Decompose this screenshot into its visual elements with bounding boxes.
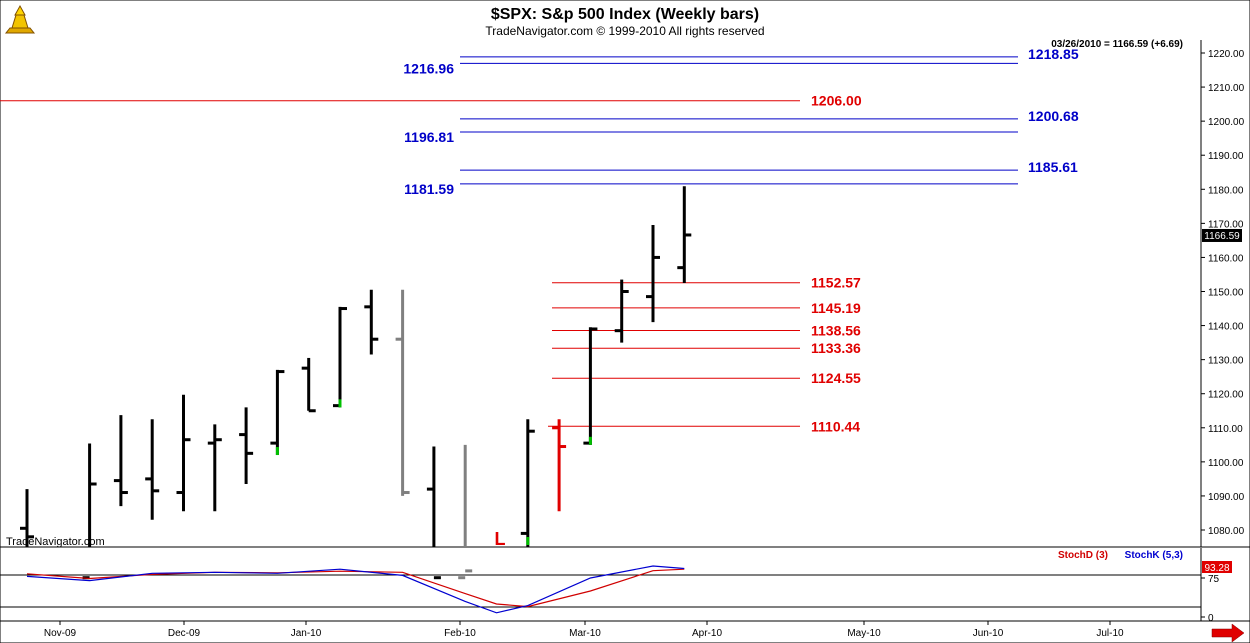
stoch-value-label: 93.28 bbox=[1204, 563, 1229, 574]
level-label: 1124.55 bbox=[811, 370, 861, 386]
price-tick-label: 1120.00 bbox=[1208, 390, 1244, 401]
price-tick-label: 1130.00 bbox=[1208, 356, 1244, 367]
low-marker-label: L bbox=[495, 529, 506, 549]
chart-title: $SPX: S&p 500 Index (Weekly bars) bbox=[491, 6, 759, 23]
level-label: 1206.00 bbox=[811, 93, 862, 109]
price-tick-label: 1180.00 bbox=[1208, 185, 1244, 196]
level-label: 1185.61 bbox=[1028, 159, 1078, 175]
price-tick-label: 1090.00 bbox=[1208, 492, 1245, 503]
current-price-label: 1166.59 bbox=[1204, 231, 1240, 242]
low-marker: L bbox=[495, 529, 506, 549]
date-tick-label: May-10 bbox=[847, 628, 881, 639]
price-tick-label: 1140.00 bbox=[1208, 322, 1244, 333]
price-tick-label: 1110.00 bbox=[1208, 424, 1243, 435]
tradenavigator-logo-icon[interactable] bbox=[4, 4, 36, 34]
stoch-tick-label: 75 bbox=[1208, 574, 1220, 585]
price-tick-label: 1100.00 bbox=[1208, 458, 1244, 469]
price-tick-label: 1080.00 bbox=[1208, 526, 1245, 537]
level-label: 1110.44 bbox=[811, 418, 860, 434]
stoch-tick-label: 0 bbox=[1208, 613, 1214, 624]
level-lines: 1218.85 1216.96 1206.00 1200.68 1196.81 1185.… bbox=[0, 46, 1079, 434]
level-label: 1138.56 bbox=[811, 322, 861, 338]
price-tick-label: 1200.00 bbox=[1208, 117, 1245, 128]
date-tick-label: Jan-10 bbox=[291, 628, 322, 639]
price-tick-label: 1210.00 bbox=[1208, 83, 1245, 94]
watermark-text: TradeNavigator.com bbox=[6, 536, 105, 548]
date-axis: Nov-09 Dec-09 Jan-10 Feb-10 Mar-10 Apr-10 May-… bbox=[44, 621, 1124, 639]
stochk-line bbox=[26, 565, 685, 614]
date-tick-label: Nov-09 bbox=[44, 628, 77, 639]
date-tick-label: Jul-10 bbox=[1096, 628, 1124, 639]
price-tick-label: 1170.00 bbox=[1208, 219, 1244, 230]
stochd-legend: StochD (3) bbox=[1058, 550, 1108, 561]
level-label: 1145.19 bbox=[811, 300, 861, 316]
date-tick-label: Jun-10 bbox=[973, 628, 1004, 639]
stoch-lines bbox=[26, 565, 685, 614]
level-label: 1181.59 bbox=[404, 181, 454, 197]
stochd-line bbox=[26, 568, 685, 608]
stoch-value-tag: 93.28 bbox=[1202, 561, 1232, 574]
ohlc-bars bbox=[20, 186, 692, 580]
date-tick-label: Apr-10 bbox=[692, 628, 722, 639]
date-tick-label: Feb-10 bbox=[444, 628, 476, 639]
price-tick-label: 1150.00 bbox=[1208, 288, 1244, 299]
current-price-tag: 1166.59 bbox=[1202, 228, 1242, 242]
stochk-legend: StochK (5,3) bbox=[1125, 550, 1183, 561]
scroll-right-arrow-icon[interactable] bbox=[1211, 623, 1245, 643]
level-label: 1200.68 bbox=[1028, 108, 1079, 124]
last-quote-text: 03/26/2010 = 1166.59 (+6.69) bbox=[1051, 39, 1183, 50]
copyright-text: TradeNavigator.com © 1999-2010 All right… bbox=[485, 24, 764, 38]
price-tick-label: 1220.00 bbox=[1208, 49, 1245, 60]
price-tick-label: 1160.00 bbox=[1208, 253, 1244, 264]
level-label: 1133.36 bbox=[811, 340, 861, 356]
price-tick-label: 1190.00 bbox=[1208, 151, 1244, 162]
level-label: 1196.81 bbox=[404, 129, 454, 145]
level-label: 1216.96 bbox=[403, 60, 454, 76]
stoch-axis: 75 0 bbox=[1201, 574, 1220, 624]
level-label: 1218.85 bbox=[1028, 46, 1079, 62]
level-label: 1152.57 bbox=[811, 275, 861, 291]
date-tick-label: Dec-09 bbox=[168, 628, 201, 639]
date-tick-label: Mar-10 bbox=[569, 628, 601, 639]
price-axis: 1080.00 1090.00 1100.00 1110.00 1120.00 1130.… bbox=[1201, 49, 1245, 537]
